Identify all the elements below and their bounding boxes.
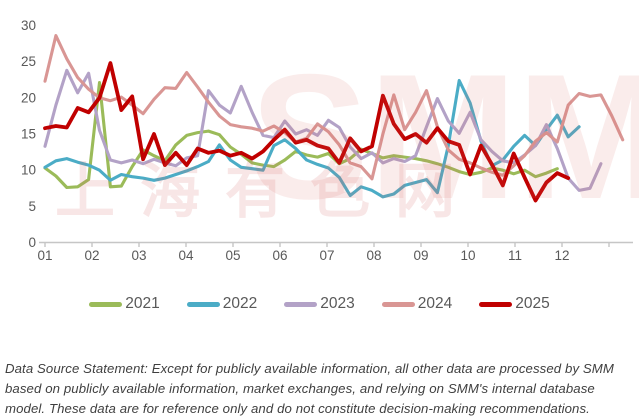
x-axis-month-label: 01 [37, 248, 52, 263]
legend-swatch-2021 [89, 301, 123, 307]
watermark-logo: SMM [250, 37, 639, 236]
y-axis-tick-label: 30 [21, 18, 36, 33]
x-axis-month-label: 04 [178, 248, 194, 263]
x-axis-month-label: 06 [272, 248, 287, 263]
legend-item-2023: 2023 [284, 295, 355, 313]
legend-swatch-2025 [479, 301, 513, 307]
y-axis-tick-label: 0 [28, 235, 36, 250]
x-axis-month-label: 05 [225, 248, 240, 263]
legend-swatch-2024 [381, 301, 415, 307]
y-axis-tick-label: 20 [21, 90, 36, 105]
legend-swatch-2022 [186, 301, 220, 307]
x-axis-month-label: 02 [84, 248, 99, 263]
y-axis-tick-label: 5 [28, 199, 36, 214]
x-axis-month-label: 10 [460, 248, 475, 263]
y-axis-tick-label: 25 [21, 54, 36, 69]
legend-item-2021: 2021 [89, 295, 160, 313]
series-line-2024 [43, 34, 625, 181]
legend-label: 2022 [222, 295, 258, 312]
watermark-cn-text: 上海有色网 [55, 158, 480, 225]
x-axis-month-label: 07 [319, 248, 334, 263]
legend-item-2024: 2024 [381, 295, 453, 313]
legend-label: 2024 [417, 295, 453, 312]
y-axis-tick-label: 15 [21, 127, 36, 142]
legend-item-2022: 2022 [186, 295, 258, 313]
chart-legend: 2021 2022 2023 2024 2025 [0, 295, 639, 313]
x-axis-month-label: 09 [413, 248, 428, 263]
y-axis-tick-label: 10 [21, 163, 36, 178]
x-axis-month-label: 08 [366, 248, 381, 263]
x-axis-month-label: 12 [554, 248, 569, 263]
legend-item-2025: 2025 [479, 295, 550, 313]
legend-swatch-2023 [284, 301, 318, 307]
x-axis-month-label: 11 [508, 248, 522, 263]
legend-label: 2023 [320, 295, 355, 312]
x-axis-month-label: 03 [131, 248, 146, 263]
legend-label: 2025 [515, 295, 550, 312]
legend-label: 2021 [125, 295, 160, 312]
data-source-statement: Data Source Statement: Except for public… [5, 361, 614, 417]
series-line-2025 [43, 61, 571, 203]
